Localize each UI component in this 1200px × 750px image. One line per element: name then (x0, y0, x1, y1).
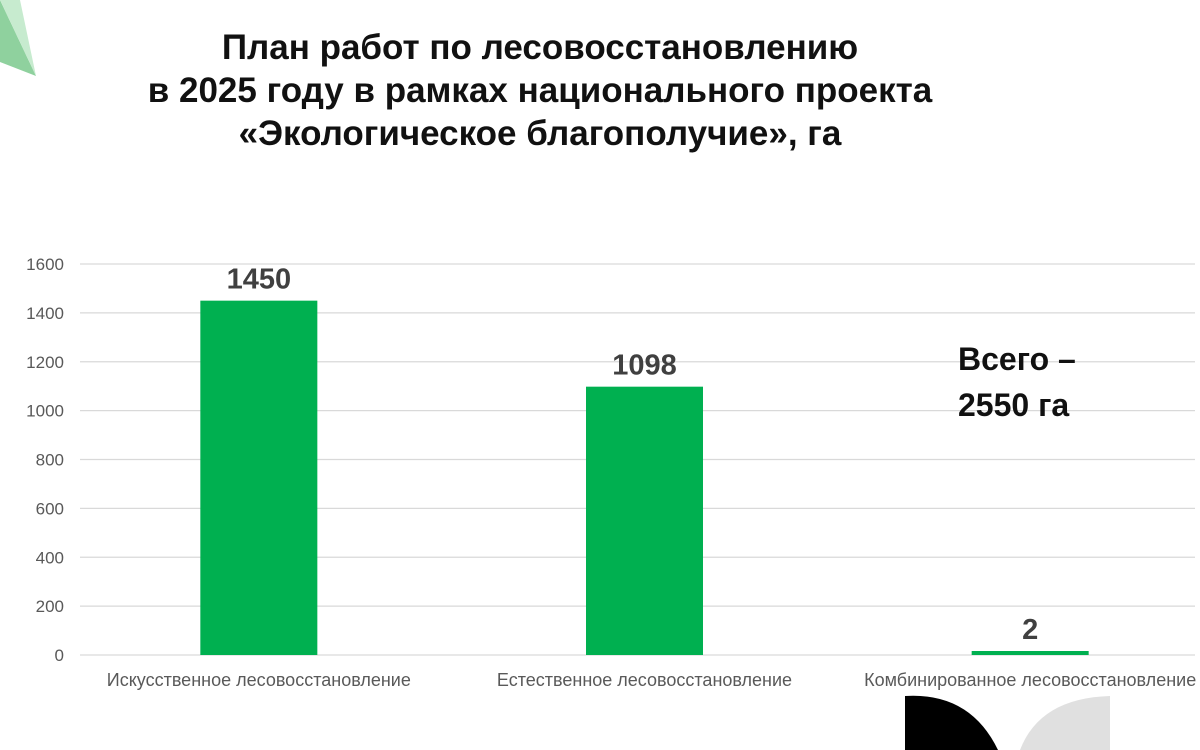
y-tick-label: 600 (36, 499, 64, 518)
x-category-label: Искусственное лесовосстановление (107, 670, 411, 690)
y-tick-label: 1600 (26, 255, 64, 274)
title-line-3: «Экологическое благополучие», га (238, 114, 842, 153)
y-tick-label: 200 (36, 597, 64, 616)
bar (200, 300, 318, 655)
page-title: План работ по лесовосстановлению в 2025 … (40, 26, 1040, 155)
x-category-label: Комбинированное лесовосстановление (864, 670, 1196, 690)
y-tick-label: 1200 (26, 353, 64, 372)
y-tick-label: 400 (36, 548, 64, 567)
data-label: 1450 (227, 264, 292, 296)
y-tick-label: 800 (36, 451, 64, 470)
data-label: 2 (1022, 614, 1038, 646)
total-annotation-line-2: 2550 га (958, 387, 1070, 423)
title-line-2: в 2025 году в рамках национального проек… (147, 71, 933, 110)
y-tick-label: 1000 (26, 402, 64, 421)
bar (586, 386, 703, 655)
bar (971, 651, 1089, 655)
y-tick-label: 1400 (26, 304, 64, 323)
total-annotation: Всего – 2550 га (958, 336, 1076, 428)
total-annotation-line-1: Всего – (958, 341, 1076, 377)
corner-green-triangle-decoration (0, 0, 36, 76)
corner-black-gray-decoration (905, 695, 1110, 750)
data-label: 1098 (612, 350, 677, 382)
y-tick-label: 0 (55, 646, 64, 665)
x-category-label: Естественное лесовосстановление (497, 670, 792, 690)
title-line-1: План работ по лесовосстановлению (221, 28, 859, 67)
